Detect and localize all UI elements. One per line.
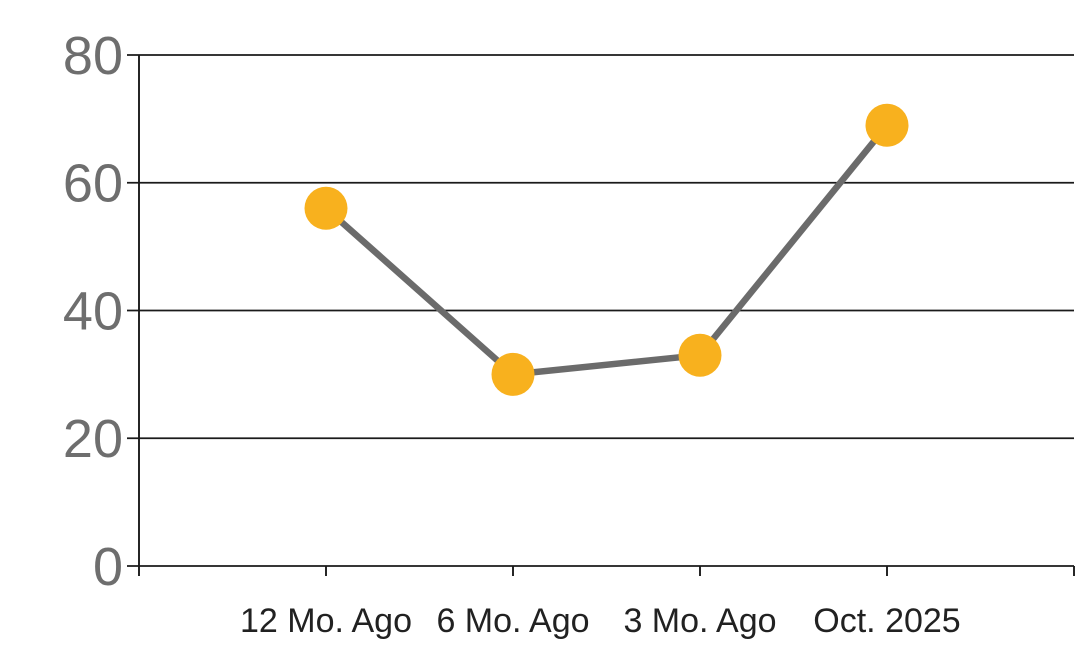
x-axis-tick-label: Oct. 2025	[813, 602, 960, 640]
y-axis-tick-label: 80	[63, 26, 123, 86]
y-axis-tick-label: 40	[63, 281, 123, 341]
x-axis-tick-label: 12 Mo. Ago	[240, 602, 412, 640]
data-point-marker	[491, 352, 535, 396]
data-point-marker	[865, 103, 909, 147]
data-point-marker	[304, 186, 348, 230]
y-axis-tick-label: 60	[63, 154, 123, 214]
data-point-marker	[678, 333, 722, 377]
x-axis-tick-label: 6 Mo. Ago	[436, 602, 589, 640]
data-line	[323, 123, 890, 378]
x-axis-tick-label: 3 Mo. Ago	[623, 602, 776, 640]
y-axis-tick-label: 20	[63, 409, 123, 469]
y-axis-tick-label: 0	[93, 537, 123, 597]
